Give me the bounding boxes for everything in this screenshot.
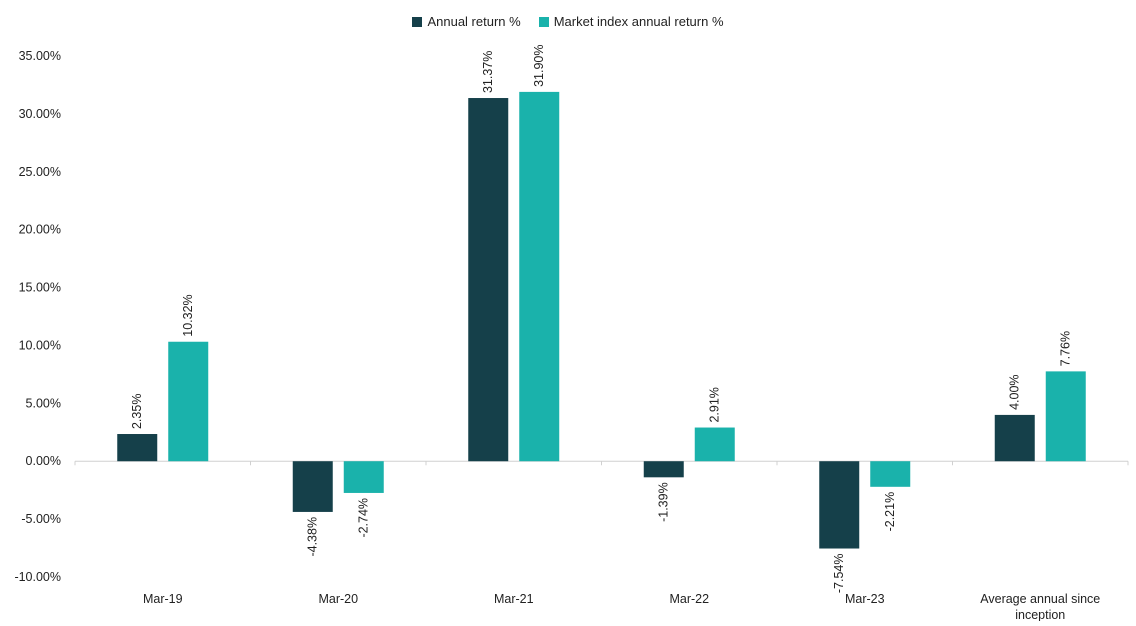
y-tick-label: -10.00% xyxy=(14,570,61,584)
y-tick-label: 35.00% xyxy=(19,49,61,63)
data-label: -1.39% xyxy=(657,482,671,522)
bar-annual-return xyxy=(117,434,158,462)
data-label: 31.37% xyxy=(481,51,495,93)
legend-swatch-annual-return xyxy=(412,16,423,27)
x-category-label: Average annual since inception xyxy=(980,592,1100,621)
y-tick-label: 15.00% xyxy=(19,281,61,295)
y-tick-label: 0.00% xyxy=(26,454,61,468)
bar-market-index xyxy=(1045,371,1086,462)
bar-annual-return xyxy=(643,461,684,478)
bar-annual-return xyxy=(468,98,509,462)
x-category-label: Mar-22 xyxy=(669,592,709,606)
y-tick-label: 5.00% xyxy=(26,396,61,410)
legend-label-annual-return: Annual return % xyxy=(427,14,521,29)
y-tick-label: 20.00% xyxy=(19,223,61,237)
bar-annual-return xyxy=(292,461,333,512)
data-label: 7.76% xyxy=(1059,331,1073,366)
bar-annual-return xyxy=(994,414,1035,462)
data-label: 10.32% xyxy=(181,294,195,336)
legend: Annual return % Market index annual retu… xyxy=(0,14,1136,29)
x-category-label: Mar-21 xyxy=(494,592,534,606)
y-tick-label: -5.00% xyxy=(21,512,61,526)
legend-item-annual-return: Annual return % xyxy=(412,14,521,29)
data-label: 2.91% xyxy=(708,387,722,422)
y-tick-label: 25.00% xyxy=(19,165,61,179)
legend-label-market-index: Market index annual return % xyxy=(553,14,724,29)
bar-market-index xyxy=(343,461,384,493)
data-label: -2.74% xyxy=(357,498,371,538)
x-category-label: Mar-23 xyxy=(845,592,885,606)
data-label: -2.21% xyxy=(883,492,897,532)
data-label: 31.90% xyxy=(532,44,546,86)
bar-market-index xyxy=(870,461,911,487)
x-category-label: Mar-20 xyxy=(318,592,358,606)
y-tick-label: 30.00% xyxy=(19,107,61,121)
data-label: -7.54% xyxy=(832,554,846,594)
bar-market-index xyxy=(168,341,209,462)
x-category-label: Mar-19 xyxy=(143,592,183,606)
bar-annual-return xyxy=(819,461,860,549)
bar-market-index xyxy=(694,427,735,462)
bar-market-index xyxy=(519,91,560,462)
y-tick-label: 10.00% xyxy=(19,338,61,352)
data-label: -4.38% xyxy=(306,517,320,557)
legend-item-market-index: Market index annual return % xyxy=(538,14,724,29)
legend-swatch-market-index xyxy=(538,16,549,27)
data-label: 2.35% xyxy=(130,394,144,429)
data-label: 4.00% xyxy=(1008,374,1022,409)
